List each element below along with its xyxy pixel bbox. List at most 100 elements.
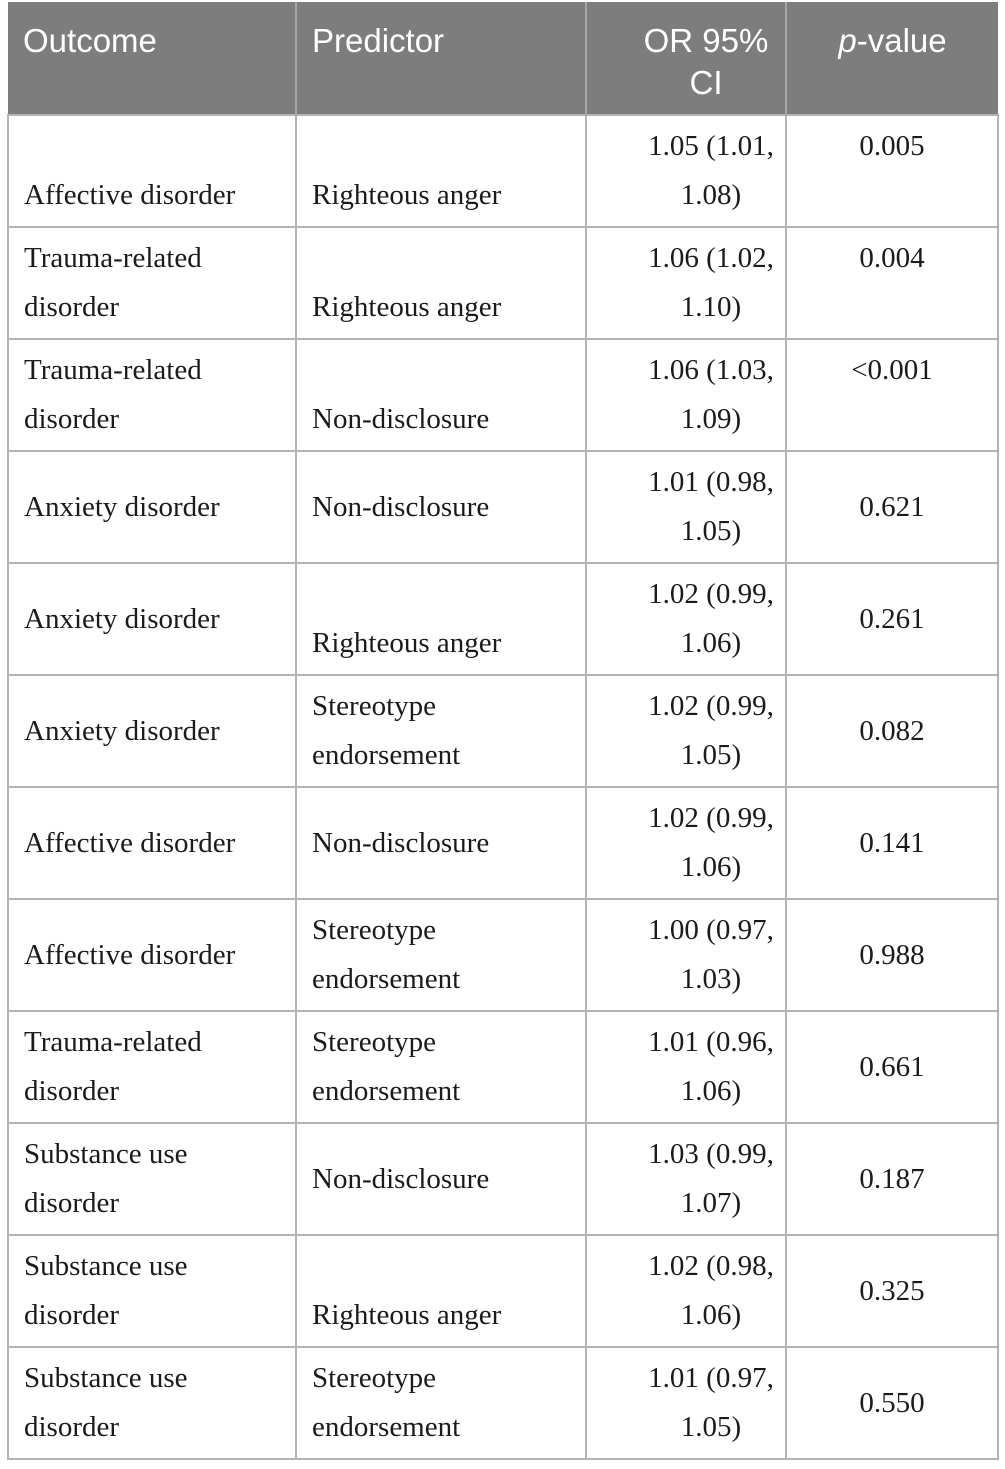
cell-p-value: 0.004 — [785, 226, 999, 340]
table-row: Substance use disorder Stereotype endorseme… — [7, 1346, 999, 1460]
table-row: Anxiety disorder Non-disclosure 1.01 (0.98… — [7, 450, 999, 564]
cell-outcome: Anxiety disorder — [7, 562, 297, 676]
table-row: Trauma-related disorder Stereotype endorsem… — [7, 1010, 999, 1124]
cell-text-line — [312, 346, 585, 395]
cell-predictor: Righteous anger — [295, 1234, 587, 1348]
cell-predictor: Stereotype endorsement — [295, 1010, 587, 1124]
cell-text-line: 0.187 — [859, 1162, 925, 1195]
cell-text-line: 1.01 (0.96, — [648, 1026, 774, 1058]
cell-text-line: Stereotype — [312, 1026, 437, 1058]
cell-predictor: Righteous anger — [295, 562, 587, 676]
cell-text-line: disorder — [24, 1075, 120, 1107]
cell-text-line — [312, 234, 585, 283]
cell-text-line: 1.00 (0.97, — [648, 914, 774, 946]
cell-text-line — [787, 171, 997, 220]
cell-or-ci: 1.02 (0.99, 1.06) — [585, 786, 787, 900]
header-label-or-ci-line2: CI — [689, 64, 723, 101]
cell-text-line: 0.325 — [859, 1274, 925, 1307]
cell-text-line: Affective disorder — [24, 179, 236, 211]
cell-text-line: 1.06) — [680, 627, 742, 659]
cell-text-line: <0.001 — [851, 354, 933, 386]
cell-text-line: 1.01 (0.97, — [648, 1362, 774, 1394]
cell-text-line: Affective disorder — [24, 826, 236, 859]
cell-text-line: endorsement — [312, 739, 461, 771]
cell-predictor: Stereotype endorsement — [295, 674, 587, 788]
cell-text-line: 0.661 — [859, 1050, 925, 1083]
cell-text-line: 1.06) — [680, 1075, 742, 1107]
cell-text-line: 1.02 (0.99, — [648, 578, 774, 610]
cell-text-line — [312, 1242, 585, 1291]
cell-text-line: disorder — [24, 1411, 120, 1443]
cell-predictor: Righteous anger — [295, 114, 587, 228]
cell-p-value: 0.141 — [785, 786, 999, 900]
table-row: Substance use disorder Righteous anger 1.0… — [7, 1234, 999, 1348]
table-row: Trauma-related disorder Righteous anger 1.… — [7, 226, 999, 340]
cell-text-line: 1.10) — [680, 291, 742, 323]
cell-text-line: 1.05) — [680, 739, 742, 771]
cell-predictor: Stereotype endorsement — [295, 1346, 587, 1460]
cell-text-line: 1.05 (1.01, — [648, 130, 774, 162]
cell-text-line: 1.05) — [680, 515, 742, 547]
cell-text-line: Righteous anger — [312, 291, 502, 323]
header-cell-or-ci: OR 95% CI — [585, 2, 786, 115]
cell-predictor: Non-disclosure — [295, 1122, 587, 1236]
cell-text-line: Substance use — [24, 1250, 188, 1282]
cell-p-value: 0.621 — [785, 450, 999, 564]
results-table-container: Outcome Predictor OR 95% CI p-value Affe… — [7, 2, 999, 1460]
cell-predictor: Non-disclosure — [295, 338, 587, 452]
cell-or-ci: 1.01 (0.96, 1.06) — [585, 1010, 787, 1124]
table-row: Affective disorder Non-disclosure 1.02 (0.… — [7, 786, 999, 900]
cell-text-line: 0.261 — [859, 602, 925, 635]
cell-p-value: 0.187 — [785, 1122, 999, 1236]
cell-text-line: 1.08) — [680, 179, 742, 211]
cell-text-line — [312, 122, 585, 171]
cell-text-line: endorsement — [312, 963, 461, 995]
cell-text-line: Righteous anger — [312, 179, 502, 211]
cell-outcome: Anxiety disorder — [7, 674, 297, 788]
cell-text-line: 0.141 — [859, 826, 925, 859]
cell-outcome: Affective disorder — [7, 898, 297, 1012]
table-row: Anxiety disorder Stereotype endorsement 1.0… — [7, 674, 999, 788]
cell-text-line: 1.06 (1.03, — [648, 354, 774, 386]
cell-or-ci: 1.00 (0.97, 1.03) — [585, 898, 787, 1012]
cell-text-line — [24, 122, 295, 171]
cell-text-line: Stereotype — [312, 914, 437, 946]
cell-text-line: 0.005 — [859, 130, 925, 162]
cell-p-value: <0.001 — [785, 338, 999, 452]
cell-text-line: Non-disclosure — [312, 826, 490, 859]
cell-text-line: 1.09) — [680, 403, 742, 435]
cell-predictor: Stereotype endorsement — [295, 898, 587, 1012]
cell-outcome: Trauma-related disorder — [7, 226, 297, 340]
header-label-p-value: p-value — [787, 20, 998, 62]
cell-text-line: Anxiety disorder — [24, 602, 220, 635]
table-row: Trauma-related disorder Non-disclosure 1.0… — [7, 338, 999, 452]
cell-text-line: 1.02 (0.98, — [648, 1250, 774, 1282]
cell-outcome: Substance use disorder — [7, 1346, 297, 1460]
cell-text-line: disorder — [24, 403, 120, 435]
cell-text-line: Trauma-related — [24, 242, 202, 274]
cell-text-line: disorder — [24, 1187, 120, 1219]
cell-text-line: 0.988 — [859, 938, 925, 971]
cell-p-value: 0.550 — [785, 1346, 999, 1460]
cell-p-value: 0.988 — [785, 898, 999, 1012]
table-row: Anxiety disorder Righteous anger 1.02 (0.… — [7, 562, 999, 676]
cell-or-ci: 1.03 (0.99, 1.07) — [585, 1122, 787, 1236]
table-row: Affective disorder Stereotype endorsement 1… — [7, 898, 999, 1012]
cell-or-ci: 1.06 (1.03, 1.09) — [585, 338, 787, 452]
cell-text-line: endorsement — [312, 1411, 461, 1443]
cell-outcome: Substance use disorder — [7, 1234, 297, 1348]
cell-text-line: 1.05) — [680, 1411, 742, 1443]
cell-text-line: Non-disclosure — [312, 490, 490, 523]
cell-predictor: Non-disclosure — [295, 450, 587, 564]
cell-text-line: Non-disclosure — [312, 403, 490, 435]
cell-text-line: Affective disorder — [24, 938, 236, 971]
cell-or-ci: 1.02 (0.99, 1.05) — [585, 674, 787, 788]
cell-text-line: 1.06) — [680, 1299, 742, 1331]
cell-text-line: Substance use — [24, 1362, 188, 1394]
p-italic: p — [838, 22, 857, 59]
cell-p-value: 0.325 — [785, 1234, 999, 1348]
header-label-or-ci-line1: OR 95% — [643, 22, 769, 59]
cell-text-line: 0.082 — [859, 714, 925, 747]
cell-text-line: 0.550 — [859, 1386, 925, 1419]
results-table: Outcome Predictor OR 95% CI p-value Affe… — [7, 2, 999, 1460]
